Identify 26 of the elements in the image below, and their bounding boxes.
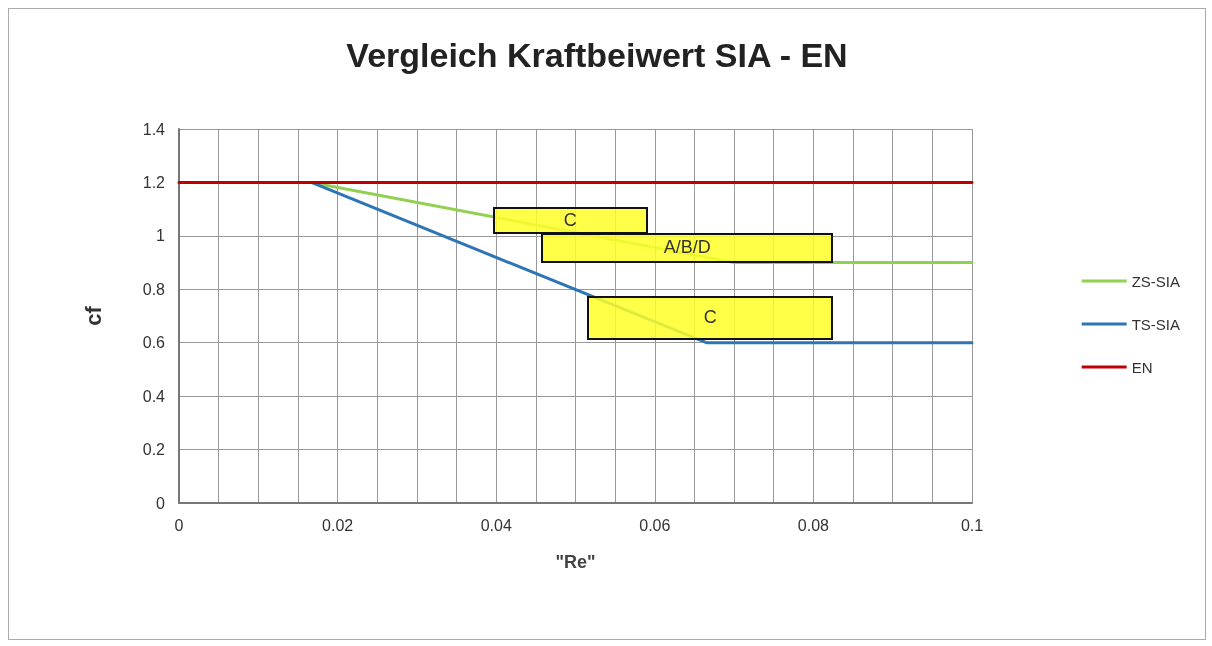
y-tick-label: 0.8 [142, 280, 166, 298]
legend-label: ZS-SIA [1131, 272, 1180, 290]
x-tick-label: 0 [174, 516, 184, 534]
annotation: C [563, 209, 577, 231]
y-tick-label: 0.2 [142, 441, 166, 459]
y-tick-label: 0 [156, 494, 166, 512]
label-box: C [587, 295, 834, 340]
x-tick-label: 0.1 [960, 516, 984, 534]
x-tick-label: 0.08 [797, 516, 830, 534]
chart-title: Vergleich Kraftbeiwert SIA - EN [346, 36, 848, 74]
y-tick-label: 1 [156, 227, 166, 245]
y-axis-title: cf [80, 305, 106, 326]
y-tick-label: 1.2 [142, 173, 166, 191]
label-box: C [493, 206, 648, 234]
x-tick-label: 0.02 [322, 516, 354, 534]
legend-label: EN [1131, 358, 1153, 376]
y-tick-label: 0.6 [142, 334, 166, 352]
x-axis-title: "Re" [555, 552, 596, 572]
annotation: C [703, 307, 717, 329]
annotation: A/B/D [663, 237, 711, 259]
y-tick-label: 0.4 [142, 387, 166, 405]
y-tick-label: 1.4 [142, 120, 166, 138]
label-box: A/B/D [541, 232, 834, 264]
legend-label: TS-SIA [1131, 315, 1180, 333]
x-tick-label: 0.04 [480, 516, 512, 534]
x-tick-label: 0.06 [639, 516, 671, 534]
